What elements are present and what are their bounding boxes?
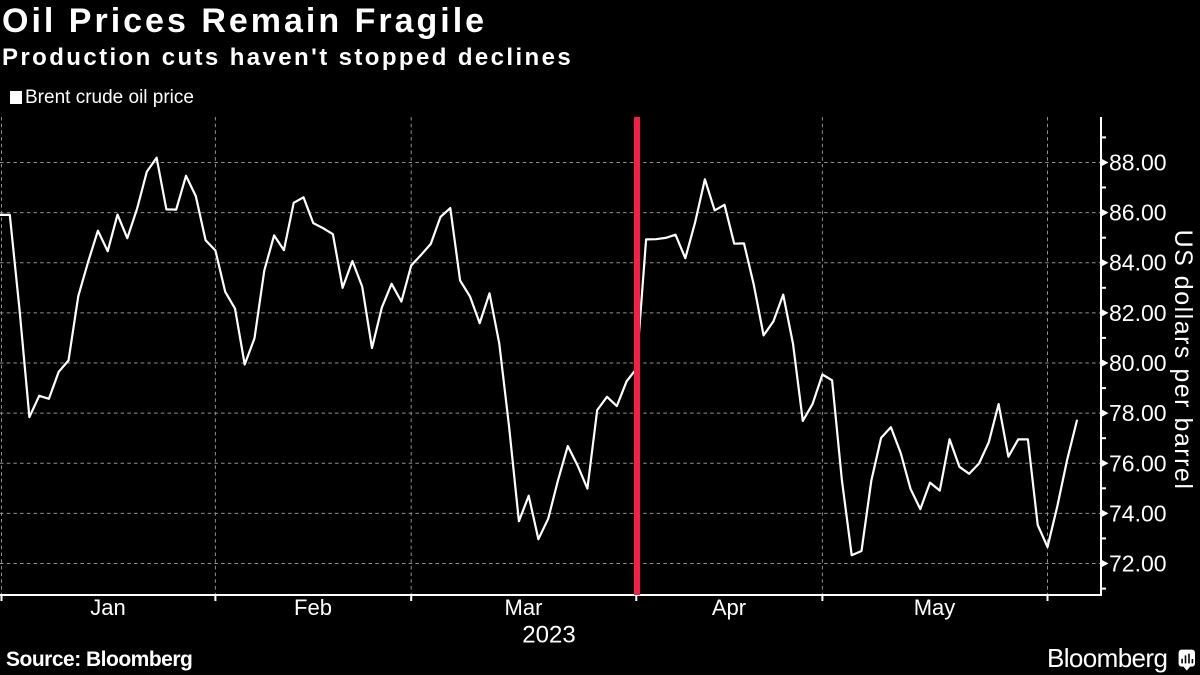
svg-text:86.00: 86.00 [1109, 200, 1167, 226]
svg-text:Feb: Feb [294, 595, 332, 620]
svg-text:2023: 2023 [522, 622, 575, 649]
svg-text:Jan: Jan [90, 595, 125, 620]
svg-text:76.00: 76.00 [1109, 450, 1167, 476]
svg-text:US dollars per barrel: US dollars per barrel [1169, 230, 1197, 491]
svg-text:78.00: 78.00 [1109, 400, 1167, 426]
svg-text:72.00: 72.00 [1109, 551, 1167, 577]
svg-text:Mar: Mar [505, 595, 543, 620]
svg-text:84.00: 84.00 [1109, 250, 1167, 276]
svg-text:Apr: Apr [712, 595, 746, 620]
svg-text:88.00: 88.00 [1109, 150, 1167, 176]
svg-text:May: May [914, 595, 956, 620]
svg-text:74.00: 74.00 [1109, 500, 1167, 526]
svg-text:82.00: 82.00 [1109, 300, 1167, 326]
svg-text:80.00: 80.00 [1109, 350, 1167, 376]
